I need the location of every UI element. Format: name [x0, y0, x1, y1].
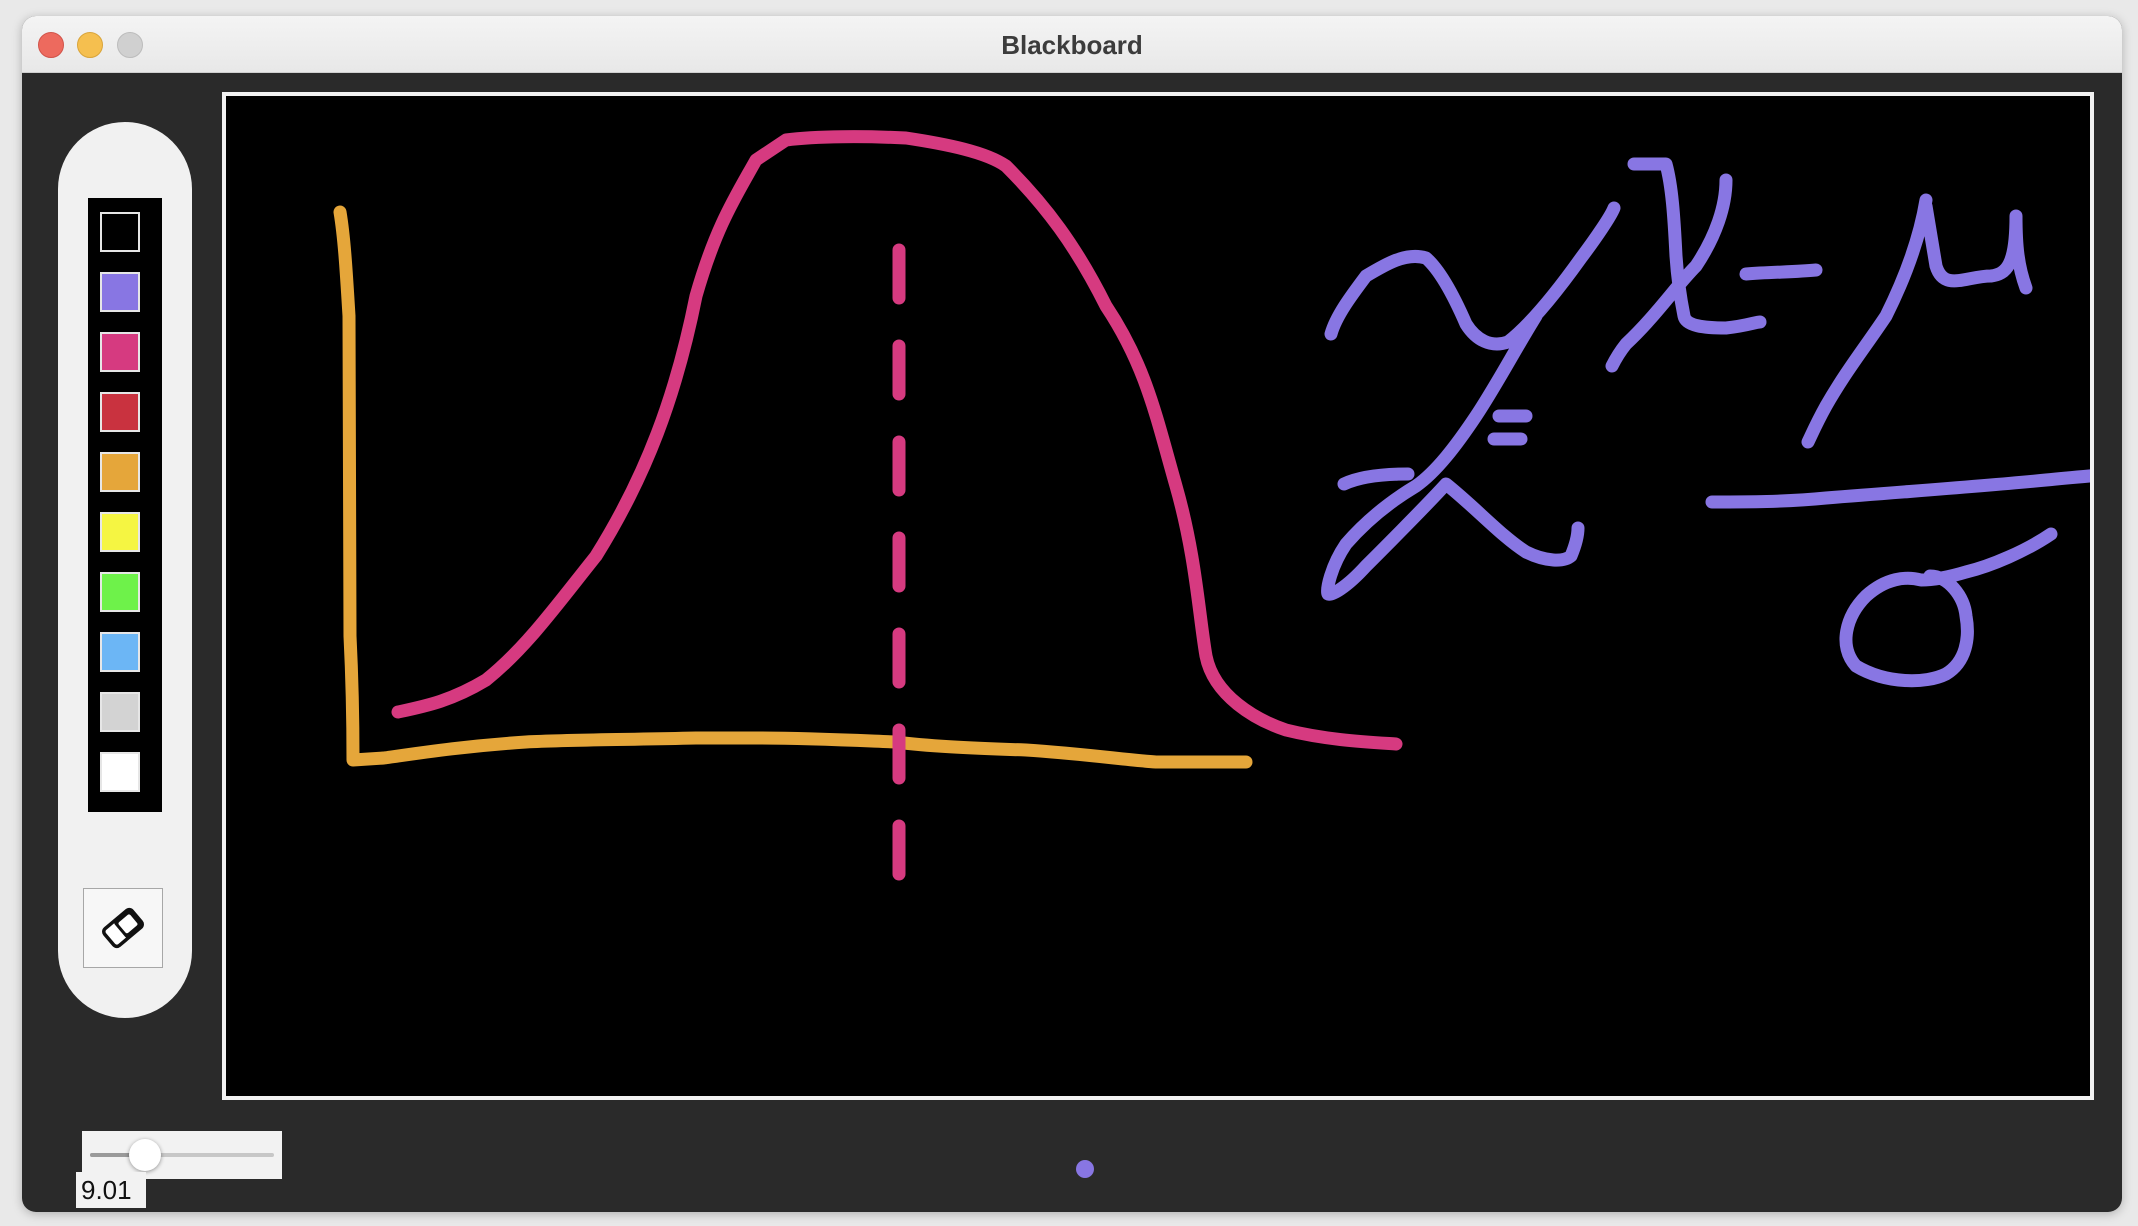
formula-equals-stroke [1487, 409, 1533, 446]
swatch-green[interactable] [100, 572, 140, 612]
brush-size-slider[interactable] [82, 1131, 282, 1179]
formula-sigma-stroke [1839, 527, 2058, 688]
formula-mu-stroke [1801, 193, 2033, 449]
formula-fraction-bar-stroke [1705, 469, 2090, 509]
swatch-light-gray[interactable] [100, 692, 140, 732]
brush-preview-dot [1076, 1160, 1094, 1178]
window-title: Blackboard [1001, 30, 1143, 60]
swatch-yellow[interactable] [100, 512, 140, 552]
swatch-orange[interactable] [100, 452, 140, 492]
zoom-window-button[interactable] [117, 32, 143, 58]
eraser-icon [102, 907, 144, 949]
blackboard-window: Blackboard [22, 16, 2122, 1212]
slider-track[interactable] [90, 1153, 274, 1157]
tool-palette [58, 122, 192, 1018]
swatch-red[interactable] [100, 392, 140, 432]
close-window-button[interactable] [38, 32, 64, 58]
formula-x-stroke [1605, 157, 1823, 373]
axes-stroke [333, 205, 1253, 769]
swatch-light-blue[interactable] [100, 632, 140, 672]
swatch-black[interactable] [100, 212, 140, 252]
color-swatches [88, 198, 162, 812]
swatch-white[interactable] [100, 752, 140, 792]
formula-z-stroke [1321, 201, 1621, 601]
brush-size-value: 9.01 [76, 1172, 146, 1208]
minimize-window-button[interactable] [77, 32, 103, 58]
drawing-canvas[interactable] [222, 92, 2094, 1100]
swatch-purple[interactable] [100, 272, 140, 312]
canvas-drawing [333, 130, 2090, 893]
slider-fill [90, 1153, 146, 1157]
title-bar: Blackboard [22, 16, 2122, 73]
eraser-button[interactable] [83, 888, 163, 968]
bell-curve-stroke [391, 130, 1403, 751]
swatch-pink[interactable] [100, 332, 140, 372]
slider-knob[interactable] [129, 1139, 162, 1171]
